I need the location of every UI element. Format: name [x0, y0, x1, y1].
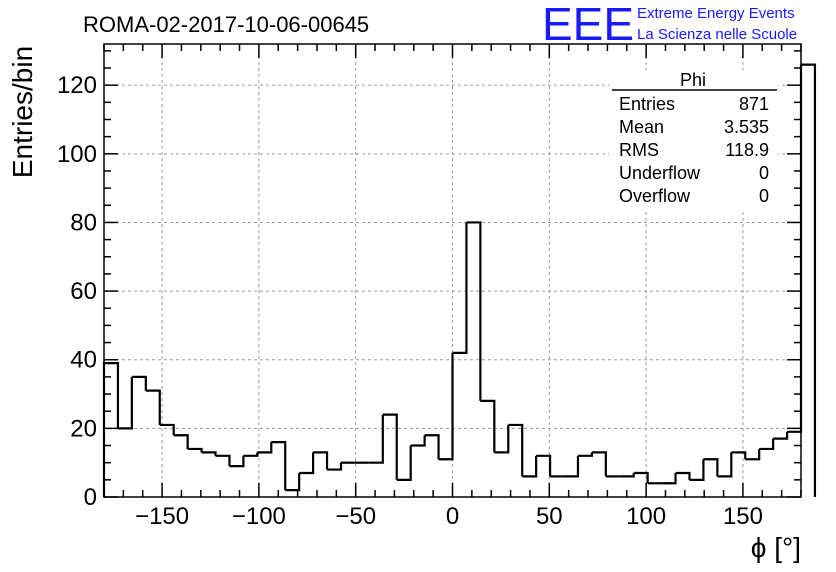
- stats-title: Phi: [680, 70, 706, 90]
- histogram-bin: [536, 454, 552, 477]
- histogram-bin: [745, 448, 761, 461]
- y-tick-label: 0: [84, 484, 97, 511]
- logo-mark: EEE: [542, 0, 634, 50]
- stats-label-rms: RMS: [619, 140, 659, 160]
- y-tick-label: 40: [70, 347, 97, 374]
- histogram-bin: [633, 471, 649, 484]
- y-tick-label: 100: [57, 141, 97, 168]
- histogram-bin: [773, 431, 789, 440]
- histogram-bin: [187, 447, 203, 453]
- logo-line-2: La Scienza nelle Scuole: [637, 26, 797, 43]
- histogram-bin: [480, 399, 496, 453]
- histogram-bin: [564, 455, 580, 478]
- y-tick-label: 80: [70, 209, 97, 236]
- histogram-bin: [703, 458, 719, 477]
- x-tick-label: 150: [723, 503, 763, 530]
- histogram-bin: [452, 222, 468, 354]
- histogram-bin: [299, 452, 315, 475]
- histogram-bin: [466, 221, 482, 401]
- histogram-bin: [731, 451, 747, 460]
- chart-title: ROMA-02-2017-10-06-00645: [83, 12, 369, 37]
- histogram-bin: [675, 471, 691, 480]
- axes: −150 −100 −50 0 50 100 150 0 20 40 60 80 100 120: [57, 43, 802, 530]
- histogram-bin: [159, 423, 175, 436]
- stats-value-underflow: 0: [759, 163, 769, 183]
- x-tick-label: 50: [536, 503, 563, 530]
- histogram-bin: [717, 452, 733, 478]
- histogram-bin: [201, 451, 217, 456]
- x-tick-label: −50: [335, 503, 376, 530]
- stats-value-rms: 118.9: [725, 140, 769, 160]
- histogram-bars: [102, 63, 817, 497]
- stats-label-overflow: Overflow: [619, 186, 691, 206]
- histogram-bin: [131, 375, 147, 391]
- x-axis-label: ϕ [°]: [751, 532, 801, 563]
- histogram-bin: [117, 376, 133, 430]
- histogram-bin: [508, 423, 524, 477]
- stats-value-mean: 3.535: [724, 117, 769, 137]
- histogram-bin: [215, 454, 231, 467]
- histogram-bin: [522, 455, 538, 478]
- histogram-bin: [801, 63, 817, 497]
- histogram-bin: [173, 434, 189, 449]
- y-tick-label: 20: [70, 415, 97, 442]
- histogram-bin: [396, 445, 412, 481]
- stats-box-background: [609, 70, 778, 210]
- histogram-bin: [229, 455, 245, 468]
- histogram-bin: [689, 459, 705, 481]
- histogram-bin: [382, 413, 398, 480]
- histogram-bin: [368, 414, 384, 464]
- histogram-bin: [619, 472, 635, 478]
- logo-line-1: Extreme Energy Events: [637, 5, 795, 22]
- y-tick-label: 60: [70, 278, 97, 305]
- histogram-bin: [145, 389, 161, 425]
- y-axis-label: Entries/bin: [7, 46, 38, 178]
- histogram-bin: [424, 434, 440, 460]
- histogram-bin: [257, 442, 273, 454]
- x-tick-label: 0: [446, 503, 459, 530]
- histogram-bin: [577, 452, 593, 457]
- stats-label-entries: Entries: [619, 94, 675, 114]
- histogram-bin: [327, 462, 343, 471]
- x-tick-label: −100: [232, 503, 286, 530]
- histogram-bin: [102, 362, 120, 497]
- eee-logo: EEE Extreme Energy Events La Scienza nel…: [542, 0, 797, 50]
- histogram-bin: [591, 451, 607, 477]
- histogram-bin: [313, 451, 329, 470]
- histogram-bin: [285, 472, 301, 492]
- histogram-bin: [759, 438, 775, 451]
- stats-label-mean: Mean: [619, 117, 664, 137]
- histogram-bin: [271, 440, 287, 491]
- stats-value-entries: 871: [739, 94, 769, 114]
- x-tick-label: −150: [135, 503, 189, 530]
- histogram-bin: [661, 472, 677, 485]
- stats-value-overflow: 0: [759, 186, 769, 206]
- histogram-bin: [438, 352, 454, 461]
- x-tick-label: 100: [626, 503, 666, 530]
- y-tick-label: 120: [57, 72, 97, 99]
- stats-box: Phi Entries 871 Mean 3.535 RMS 118.9 Und…: [609, 70, 778, 210]
- histogram-bin: [243, 452, 259, 457]
- stats-label-underflow: Underflow: [619, 163, 701, 183]
- histogram-bin: [410, 435, 426, 447]
- histogram-bin: [494, 424, 510, 454]
